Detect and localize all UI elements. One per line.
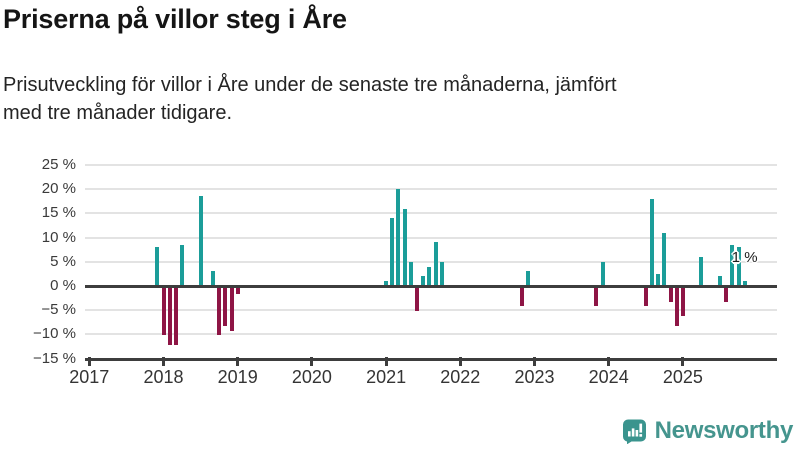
gridline xyxy=(85,188,777,191)
bar-2025-01 xyxy=(680,287,685,317)
bar-2024-11 xyxy=(668,287,673,302)
bar-2024-12 xyxy=(674,287,679,326)
gridline xyxy=(85,333,777,336)
chart-subtitle: Prisutveckling för villor i Åre under de… xyxy=(3,71,617,127)
x-axis-tick xyxy=(87,357,91,366)
x-axis-label: 2019 xyxy=(217,367,258,387)
bar-2021-02 xyxy=(390,218,395,286)
x-axis-label: 2020 xyxy=(291,367,332,387)
bar-2024-09 xyxy=(656,273,661,286)
bar-2025-08 xyxy=(724,287,729,302)
x-axis-label: 2025 xyxy=(662,367,703,387)
x-axis-tick xyxy=(607,357,611,366)
bar-2018-11 xyxy=(223,287,228,326)
bar-2025-09 xyxy=(730,244,735,286)
y-axis-label: 15 % xyxy=(41,204,76,222)
subtitle-line-1: Prisutveckling för villor i Åre under de… xyxy=(3,74,617,96)
y-axis-label: 20 % xyxy=(41,180,76,198)
y-axis-label: −5 % xyxy=(41,301,76,319)
x-axis-label: 2023 xyxy=(514,367,555,387)
x-axis-tick xyxy=(533,357,536,366)
bar-2025-10 xyxy=(736,247,741,286)
bar-2022-12 xyxy=(526,271,531,286)
y-axis-label: −10 % xyxy=(33,325,76,343)
bar-2018-07 xyxy=(198,196,203,286)
bar-2021-03 xyxy=(396,189,401,286)
bar-2024-08 xyxy=(649,198,654,286)
bar-2018-01 xyxy=(161,287,166,336)
bar-2022-11 xyxy=(520,287,525,307)
gridline xyxy=(85,164,777,166)
x-axis-tick xyxy=(162,357,165,366)
bar-2018-02 xyxy=(167,287,172,346)
x-axis-label: 2017 xyxy=(69,367,110,387)
bar-2018-12 xyxy=(229,287,234,331)
x-axis-label: 2022 xyxy=(440,367,481,387)
x-axis-tick xyxy=(384,357,388,366)
bar-2024-10 xyxy=(662,232,667,286)
bar-2018-10 xyxy=(217,287,222,336)
y-axis-label: 10 % xyxy=(41,228,76,246)
gridline xyxy=(85,260,777,263)
bar-2023-12 xyxy=(600,261,605,286)
zero-line xyxy=(85,284,777,288)
newsworthy-bar-chart-bubble-icon xyxy=(622,419,646,444)
bar-2021-05 xyxy=(408,261,413,286)
bar-2021-07 xyxy=(421,276,426,286)
x-axis-tick xyxy=(681,357,685,366)
bar-2021-10 xyxy=(439,261,444,286)
bar-2018-03 xyxy=(173,287,178,346)
x-axis-tick xyxy=(458,357,462,366)
bar-2017-12 xyxy=(155,247,160,286)
x-axis-label: 2024 xyxy=(588,367,629,387)
bar-2021-06 xyxy=(415,287,420,312)
page-title: Priserna på villor steg i Åre xyxy=(3,4,347,34)
bar-2019-01 xyxy=(235,287,240,295)
bar-2018-04 xyxy=(180,244,185,286)
bar-2025-04 xyxy=(699,256,704,286)
bar-2021-01 xyxy=(384,281,389,286)
x-axis-tick xyxy=(236,357,240,366)
x-axis-label: 2021 xyxy=(366,367,407,387)
bar-2025-07 xyxy=(718,276,722,286)
gridline xyxy=(85,212,777,215)
last-value-label: 1 % xyxy=(731,249,758,266)
gridline xyxy=(85,236,777,239)
gridline xyxy=(85,309,777,312)
y-axis-label: 5 % xyxy=(50,252,76,270)
x-axis-baseline xyxy=(85,357,777,361)
x-axis-label: 2018 xyxy=(143,367,184,387)
bar-2021-04 xyxy=(402,208,407,286)
bar-2025-11 xyxy=(742,281,747,286)
bar-2024-07 xyxy=(643,287,648,307)
subtitle-line-2: med tre månader tidigare. xyxy=(3,102,233,124)
bar-2018-09 xyxy=(210,271,215,286)
x-axis-tick xyxy=(310,357,314,366)
bar-2021-09 xyxy=(433,242,438,286)
y-axis-label: −15 % xyxy=(33,349,76,367)
newsworthy-wordmark: Newsworthy xyxy=(654,417,794,444)
y-axis-label: 25 % xyxy=(41,156,76,173)
bar-2021-08 xyxy=(427,266,432,286)
y-axis-label: 0 % xyxy=(50,277,76,294)
newsworthy-logo[interactable]: Newsworthy xyxy=(622,417,793,445)
bar-2023-11 xyxy=(594,287,599,307)
